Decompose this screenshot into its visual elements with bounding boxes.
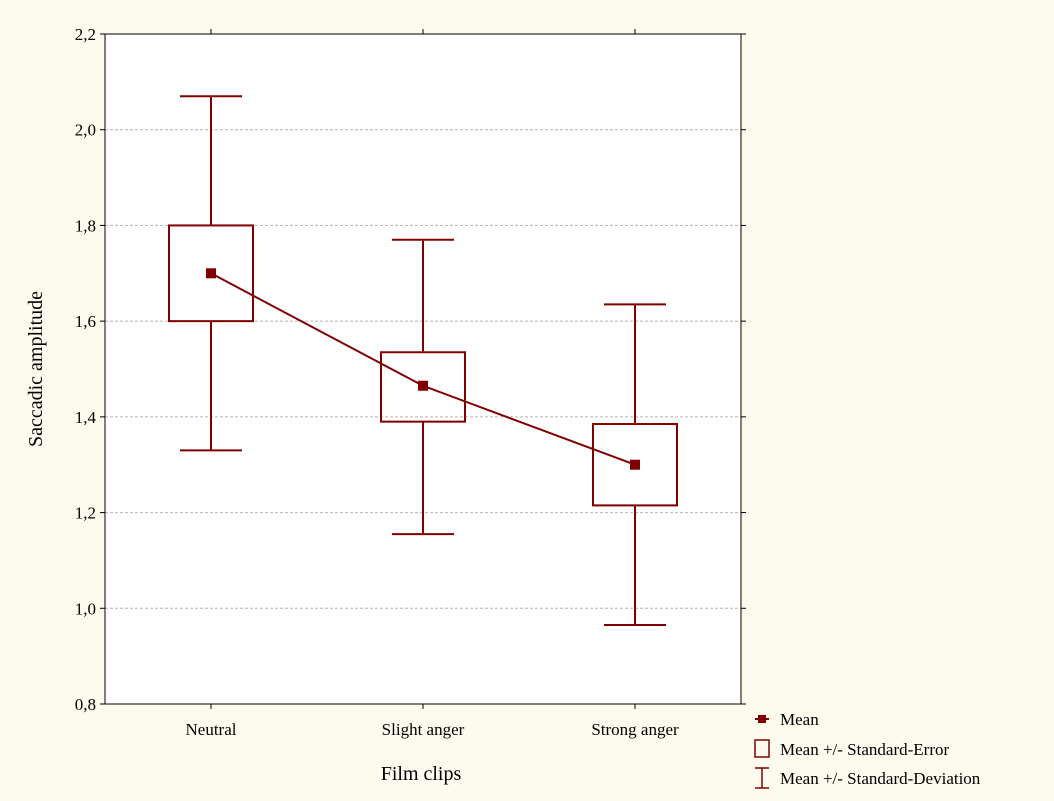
y-axis-ticks: 0,8 1,0 1,2 1,4 1,6 1,8 2,0 2,2	[75, 25, 746, 714]
box-group-neutral	[168, 95, 254, 452]
y-tick-label: 1,8	[75, 216, 96, 235]
x-tick-label: Strong anger	[591, 720, 679, 739]
y-tick-label: 0,8	[75, 695, 96, 714]
y-tick-label: 1,2	[75, 504, 96, 523]
legend-item-box: Mean +/- Standard-Error	[754, 739, 949, 759]
y-tick-label: 1,4	[75, 408, 97, 427]
legend-box-icon	[754, 739, 770, 758]
se-box	[592, 423, 678, 507]
y-tick-label: 2,0	[75, 121, 96, 140]
se-box	[380, 351, 466, 423]
mean-marker	[206, 268, 216, 279]
x-axis-ticks: Neutral Slight anger Strong anger	[186, 29, 679, 739]
legend-label: Mean	[780, 710, 819, 729]
se-box	[168, 224, 254, 323]
x-tick-label: Neutral	[186, 720, 237, 739]
legend-item-whisker: Mean +/- Standard-Deviation	[755, 767, 981, 789]
legend-label: Mean +/- Standard-Error	[780, 740, 949, 759]
legend-label: Mean +/- Standard-Deviation	[780, 769, 981, 788]
y-axis-label: Saccadic amplitude	[25, 291, 47, 447]
plot-area	[105, 34, 741, 704]
mean-marker	[418, 380, 428, 391]
y-tick-label: 2,2	[75, 25, 96, 44]
legend-mean-icon	[758, 715, 766, 723]
x-axis-label: Film clips	[381, 763, 462, 785]
plot-frame	[104, 33, 742, 705]
mean-marker	[630, 459, 640, 470]
box-group-slight-anger	[380, 238, 466, 536]
x-tick-label: Slight anger	[382, 720, 465, 739]
legend: Mean Mean +/- Standard-Error Mean +/- Stan…	[754, 710, 981, 789]
box-group-strong-anger	[592, 303, 678, 627]
y-tick-label: 1,6	[75, 312, 96, 331]
chart-marks	[168, 95, 678, 627]
legend-item-mean-marker: Mean	[755, 710, 819, 729]
y-tick-label: 1,0	[75, 599, 96, 618]
